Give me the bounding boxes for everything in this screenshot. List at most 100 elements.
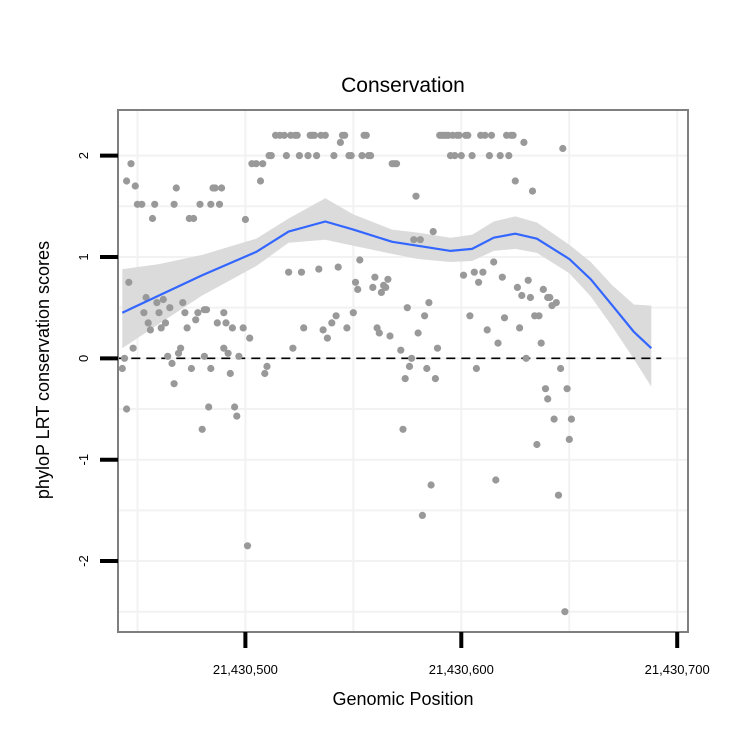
data-point: [200, 352, 208, 360]
data-point: [414, 329, 422, 337]
data-point: [118, 364, 126, 373]
data-point: [526, 293, 535, 302]
data-point: [466, 312, 474, 320]
data-point: [263, 362, 271, 370]
data-point: [246, 334, 254, 342]
data-point: [472, 364, 480, 373]
data-point: [516, 324, 524, 332]
data-point: [511, 177, 519, 185]
data-point: [494, 339, 502, 347]
data-point: [410, 236, 418, 244]
data-point: [144, 319, 152, 327]
data-point: [304, 152, 312, 160]
data-point: [179, 299, 187, 307]
data-point: [412, 192, 420, 200]
data-point: [362, 131, 370, 139]
data-point: [267, 152, 275, 160]
data-point: [202, 306, 211, 314]
data-point: [371, 273, 379, 281]
data-point: [146, 326, 154, 334]
data-point: [384, 275, 392, 283]
data-point: [537, 339, 545, 347]
data-point: [241, 215, 249, 224]
data-point: [554, 491, 563, 499]
data-point: [233, 412, 241, 420]
data-point: [401, 375, 409, 383]
data-point: [351, 278, 360, 286]
data-point: [565, 435, 573, 443]
data-point: [190, 214, 198, 223]
data-point: [431, 375, 439, 383]
data-point: [138, 200, 146, 208]
data-point: [341, 131, 349, 139]
data-point: [310, 131, 319, 139]
data-point: [485, 152, 493, 160]
data-point: [315, 265, 323, 273]
data-point: [533, 440, 541, 449]
data-point: [358, 152, 366, 160]
data-point: [228, 324, 236, 332]
grid: [118, 110, 688, 632]
panel-border: [117, 109, 689, 633]
y-tick-label: 0: [76, 355, 91, 362]
data-point: [418, 511, 426, 519]
data-point: [319, 326, 327, 334]
x-tick-label: 21,430,500: [213, 662, 278, 677]
data-point: [261, 369, 269, 378]
data-point: [159, 295, 167, 304]
data-point: [295, 152, 303, 160]
data-points: [118, 131, 576, 616]
data-point: [218, 184, 226, 192]
data-point: [520, 138, 528, 146]
data-point: [509, 131, 517, 139]
data-point: [459, 271, 468, 279]
data-point: [330, 152, 338, 160]
data-point: [131, 182, 139, 190]
data-point: [157, 324, 165, 332]
data-point: [226, 369, 234, 378]
data-point: [192, 316, 200, 324]
data-point: [280, 131, 288, 139]
data-point: [490, 258, 498, 266]
data-point: [546, 293, 554, 302]
data-point: [481, 131, 489, 139]
data-point: [168, 359, 176, 367]
data-point: [215, 200, 224, 208]
data-point: [405, 362, 414, 370]
data-point: [470, 268, 478, 276]
data-point: [235, 352, 243, 360]
x-axis-title: Genomic Position: [332, 689, 473, 709]
data-point: [522, 354, 530, 362]
data-point: [423, 364, 431, 373]
data-point: [451, 152, 459, 160]
data-point: [140, 309, 148, 317]
data-point: [231, 403, 239, 411]
data-point: [177, 344, 185, 352]
data-point: [559, 144, 567, 153]
data-point: [243, 542, 252, 550]
data-point: [220, 344, 228, 352]
smooth-line-layer: [121, 220, 653, 350]
data-point: [496, 152, 504, 160]
data-point: [375, 329, 383, 337]
confidence-ribbon: [122, 198, 652, 387]
y-axis-title: phyloP LRT conservation scores: [33, 241, 53, 499]
y-tick-label: -2: [76, 555, 91, 567]
data-point: [148, 214, 157, 223]
data-point: [166, 304, 174, 312]
data-point: [205, 403, 213, 411]
data-point: [483, 326, 491, 334]
data-point: [332, 312, 340, 320]
data-point: [142, 293, 150, 302]
data-point: [479, 268, 487, 276]
data-point: [123, 177, 131, 185]
data-point: [505, 152, 513, 160]
data-point: [123, 405, 131, 413]
data-point: [161, 319, 170, 327]
data-point: [213, 319, 221, 327]
data-point: [220, 309, 228, 317]
data-point: [369, 283, 377, 291]
data-point: [164, 352, 172, 360]
data-point: [256, 177, 265, 185]
data-point: [397, 346, 405, 354]
